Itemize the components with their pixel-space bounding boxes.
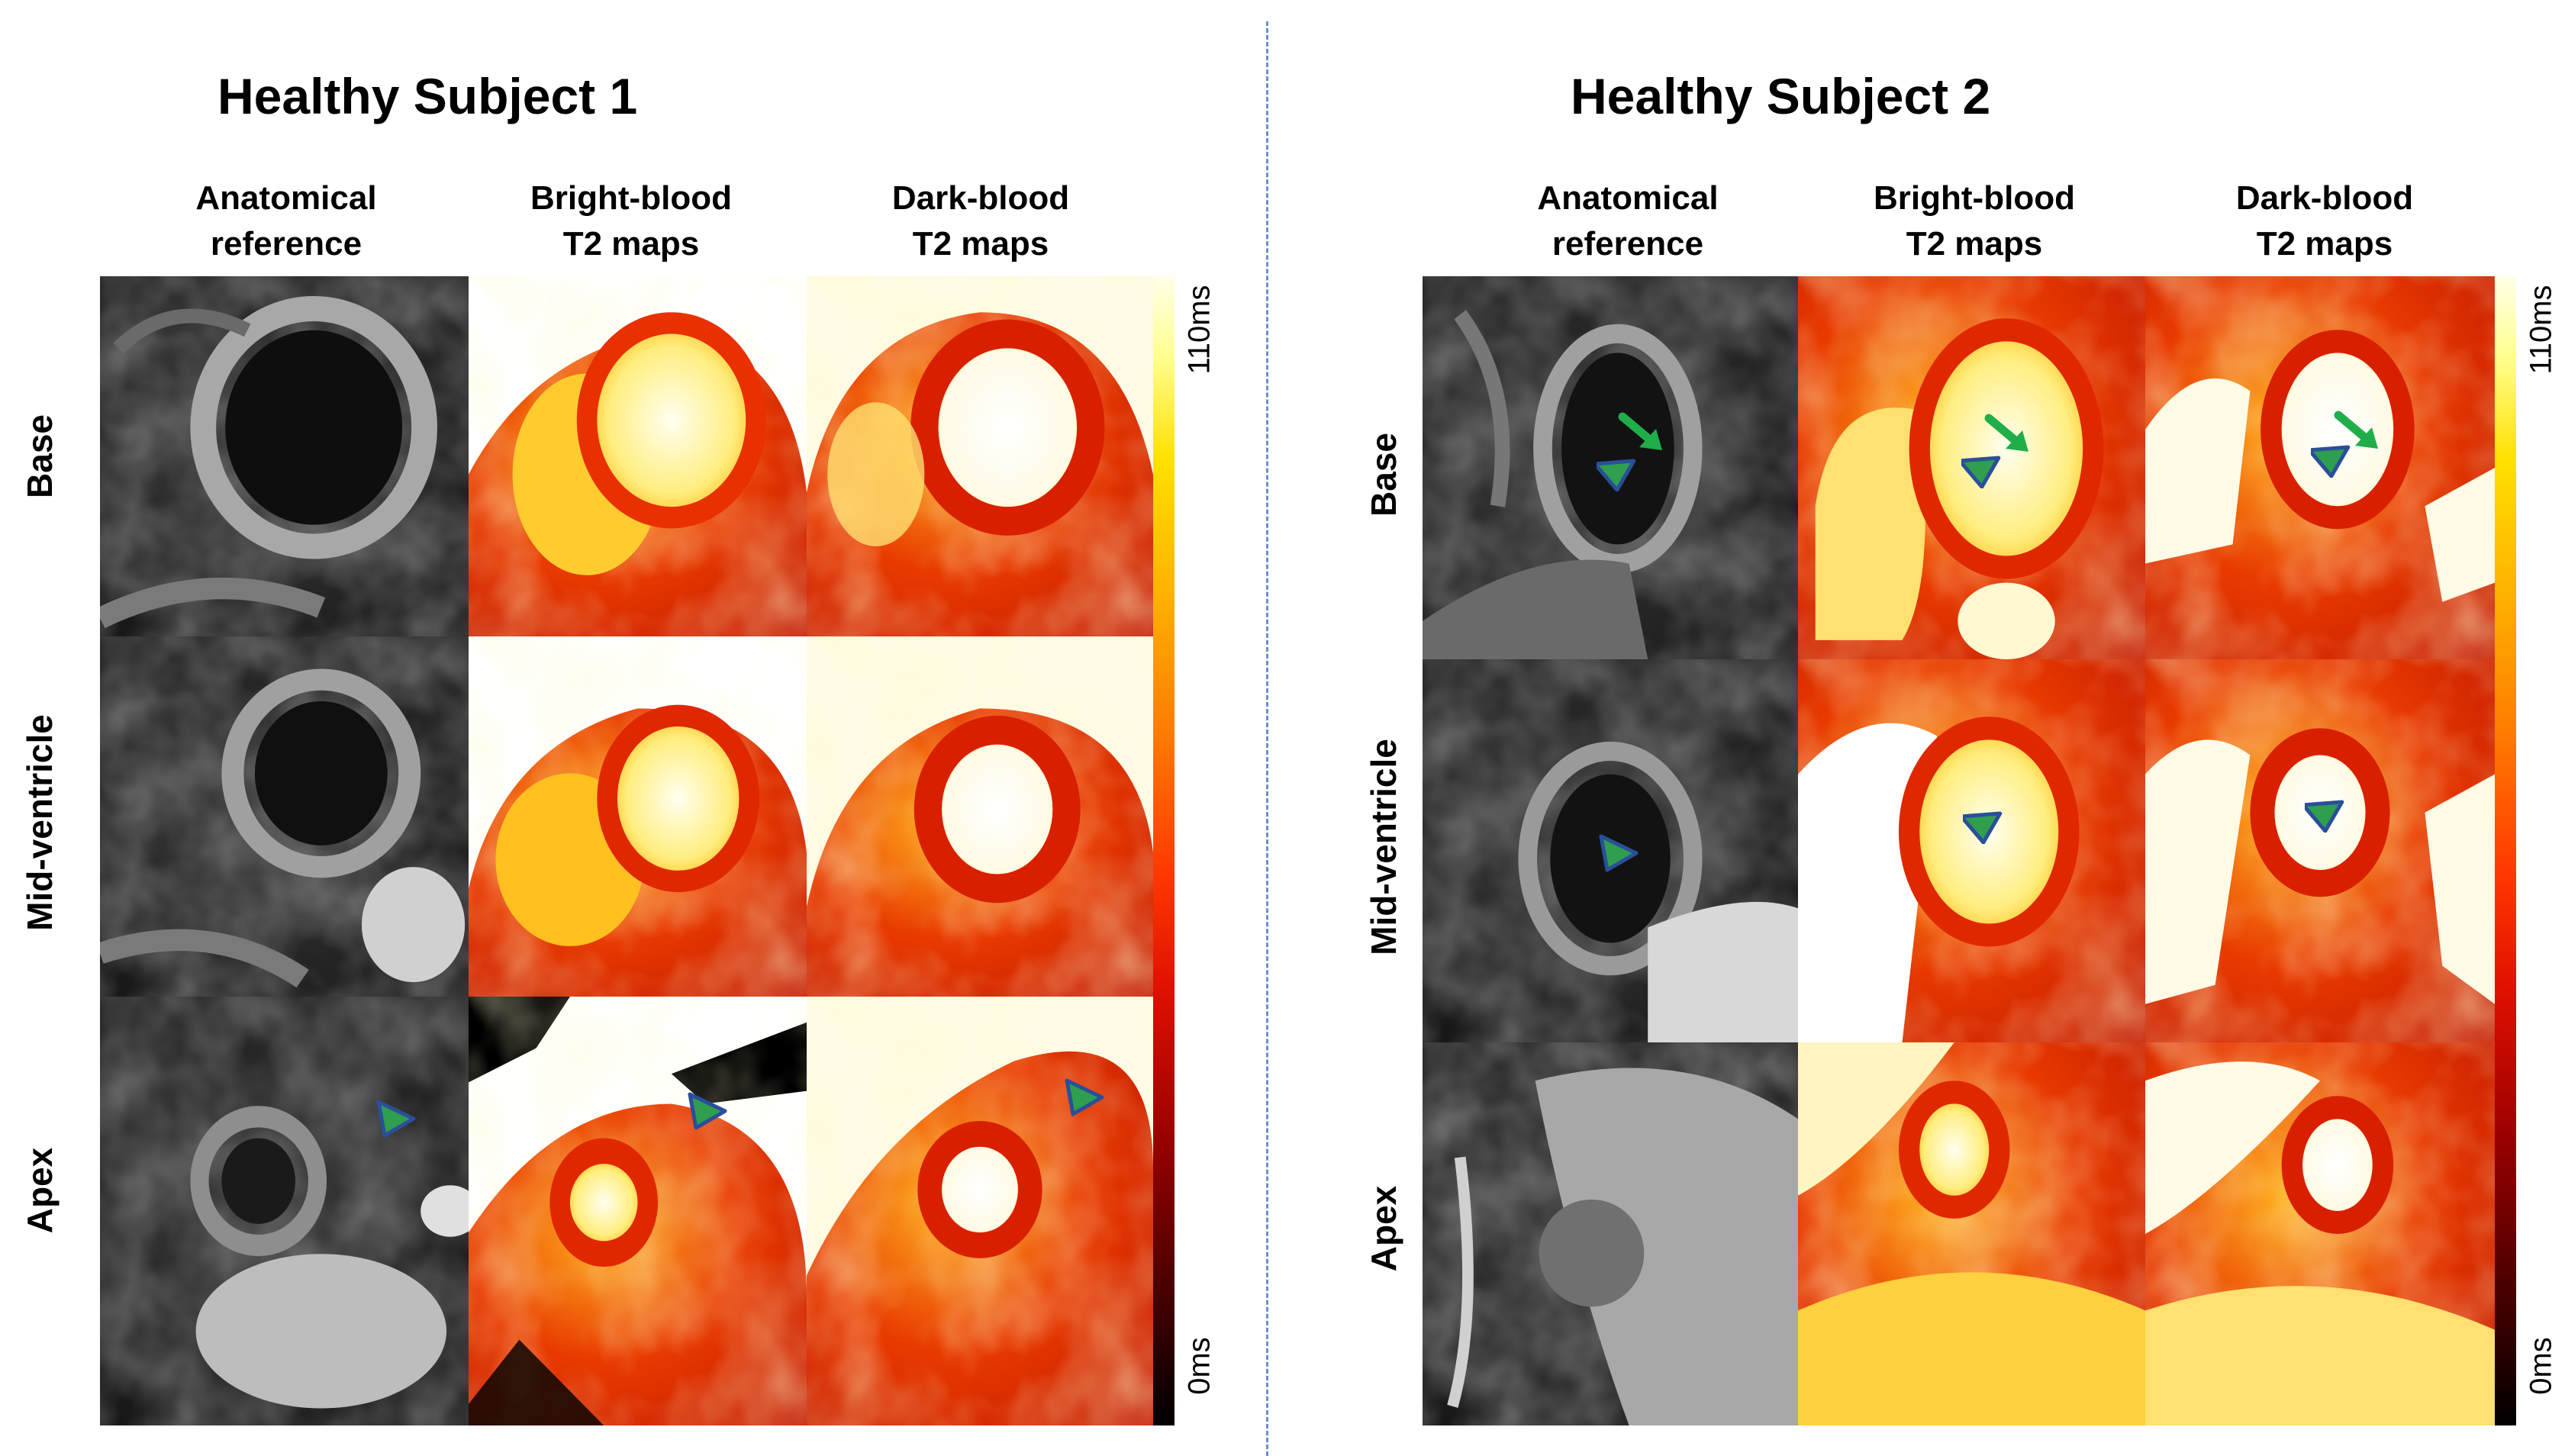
arrowhead-marker-apex-bright-blood — [688, 1092, 727, 1130]
t2-bright-blood-base — [469, 276, 807, 636]
colorbar-max-label: 110ms — [1182, 285, 1216, 375]
column-header-anatomical: Anatomical reference — [195, 179, 377, 263]
t2-dark-blood-apex — [807, 997, 1153, 1425]
t2-dark-blood-mid-ventricle — [2145, 659, 2495, 1042]
colorbar-min-label: 0ms — [1182, 1337, 1216, 1395]
panel-title: Healthy Subject 2 — [1571, 68, 1991, 124]
column-header-bright-blood: Bright-blood T2 maps — [1874, 179, 2075, 263]
row-label-base: Base — [1364, 433, 1403, 517]
t2-bright-blood-mid-ventricle — [1798, 659, 2145, 1042]
panel-divider — [1266, 21, 1268, 1456]
row-label-mid-ventricle: Mid-ventricle — [20, 714, 60, 931]
t2-bright-blood-apex — [1798, 1042, 2145, 1425]
t2-dark-blood-base — [2145, 276, 2495, 659]
column-header-anatomical: Anatomical reference — [1537, 179, 1719, 263]
row-label-mid-ventricle: Mid-ventricle — [1364, 739, 1403, 955]
arrowhead-marker-mid-anatomical — [1599, 834, 1639, 872]
mri-anatomical-mid-ventricle — [100, 636, 469, 997]
mri-anatomical-base — [100, 276, 469, 636]
arrowhead-marker-mid-dark-blood — [2305, 800, 2344, 833]
arrowhead-marker-base-bright-blood — [1961, 456, 2001, 488]
row-label-base: Base — [20, 414, 60, 498]
green-arrow-base-bright-blood — [1984, 414, 2028, 452]
arrowhead-marker-apex-dark-blood — [1065, 1078, 1104, 1116]
arrowhead-marker-base-anatomical — [1597, 459, 1636, 491]
column-header-dark-blood: Dark-blood T2 maps — [2235, 179, 2414, 263]
column-header-bright-blood: Bright-blood T2 maps — [530, 179, 732, 263]
arrowhead-marker-apex-anatomical — [376, 1100, 416, 1138]
panel-title: Healthy Subject 1 — [218, 68, 638, 124]
t2-bright-blood-apex — [469, 997, 807, 1425]
t2-dark-blood-apex — [2145, 1042, 2495, 1425]
row-label-apex: Apex — [1364, 1185, 1403, 1272]
arrowhead-marker-base-dark-blood — [2311, 445, 2351, 478]
row-label-apex: Apex — [20, 1147, 60, 1234]
mri-anatomical-apex — [100, 997, 469, 1425]
column-header-dark-blood: Dark-blood T2 maps — [891, 179, 1070, 263]
t2-colorbar — [2495, 276, 2516, 1425]
t2-colorbar — [1153, 276, 1175, 1425]
t2-dark-blood-base — [807, 276, 1153, 636]
colorbar-min-label: 0ms — [2524, 1337, 2558, 1395]
mri-anatomical-apex — [1423, 1042, 1798, 1425]
t2-dark-blood-mid-ventricle — [807, 636, 1153, 997]
arrowhead-marker-mid-bright-blood — [1963, 811, 2003, 844]
green-arrow-base-dark-blood — [2334, 411, 2378, 449]
colorbar-max-label: 110ms — [2524, 285, 2558, 375]
green-arrow-base-anatomical — [1618, 412, 1662, 450]
t2-bright-blood-mid-ventricle — [469, 636, 807, 997]
